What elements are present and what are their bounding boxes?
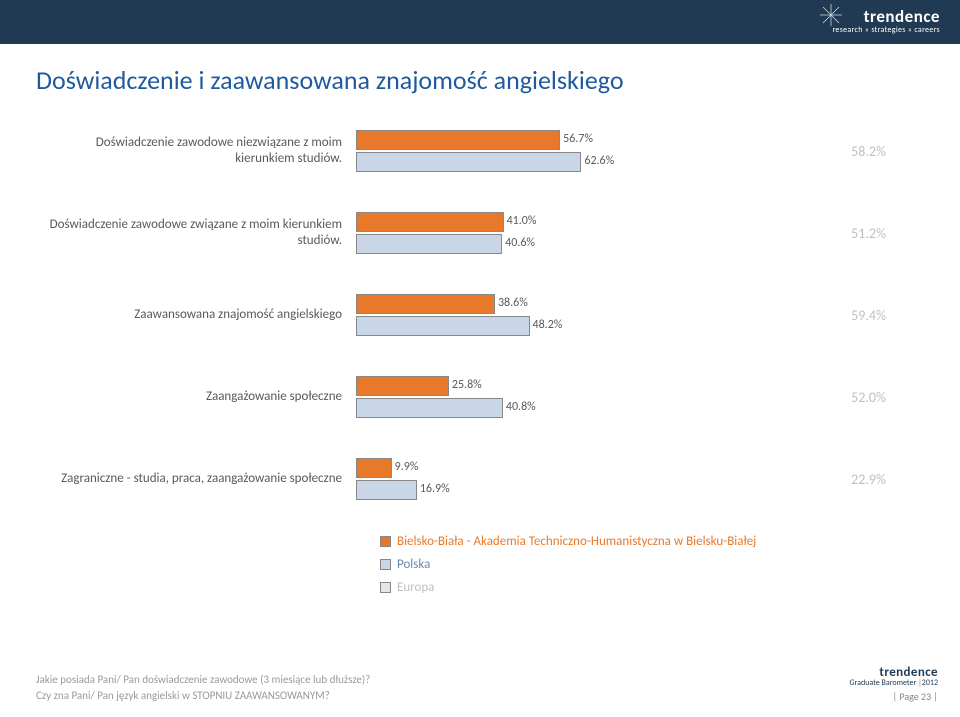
brand-logo: trendence research » strategies » career…	[832, 6, 940, 35]
footer-year: 2012	[922, 678, 938, 688]
row-label: Zaangażowanie społeczne	[36, 389, 356, 405]
bar-value-label: 40.6%	[505, 236, 547, 250]
bar-value-label: 9.9%	[395, 460, 437, 474]
bars-group: 25.8%40.8%	[356, 376, 716, 418]
bar-s2: 40.6%	[356, 234, 502, 254]
bar-s2: 62.6%	[356, 152, 581, 172]
europe-value: 58.2%	[716, 143, 886, 160]
bars-group: 9.9%16.9%	[356, 458, 716, 500]
bars-group: 56.7%62.6%	[356, 130, 716, 172]
brand-name: trendence	[832, 6, 940, 27]
footer-brand-tag: Graduate Barometer	[849, 678, 916, 688]
bar-value-label: 48.2%	[533, 318, 575, 332]
legend-label: Bielsko-Biała - Akademia Techniczno-Huma…	[397, 534, 756, 549]
row-label: Doświadczenie zawodowe związane z moim k…	[36, 217, 356, 250]
legend-item: Bielsko-Biała - Akademia Techniczno-Huma…	[380, 534, 756, 549]
europe-value: 52.0%	[716, 389, 886, 406]
legend-swatch	[380, 582, 391, 593]
bar-s1: 38.6%	[356, 294, 495, 314]
chart-row: Zagraniczne - studia, praca, zaangażowan…	[36, 458, 924, 500]
bar-s2: 16.9%	[356, 480, 417, 500]
chart-row: Doświadczenie zawodowe związane z moim k…	[36, 212, 924, 254]
row-label: Zagraniczne - studia, praca, zaangażowan…	[36, 471, 356, 487]
bar-s1: 41.0%	[356, 212, 504, 232]
chart-row: Doświadczenie zawodowe niezwiązane z moi…	[36, 130, 924, 172]
bars-group: 38.6%48.2%	[356, 294, 716, 336]
europe-value: 59.4%	[716, 307, 886, 324]
legend-label: Polska	[397, 557, 430, 572]
legend-item: Polska	[380, 557, 756, 572]
bar-value-label: 62.6%	[584, 154, 626, 168]
header-band	[0, 0, 960, 44]
bar-chart: Doświadczenie zawodowe niezwiązane z moi…	[36, 130, 924, 540]
bar-value-label: 56.7%	[563, 132, 605, 146]
footer-brand: trendence Graduate Barometer |2012 | Pag…	[849, 665, 938, 703]
bar-s1: 56.7%	[356, 130, 560, 150]
bar-value-label: 16.9%	[420, 482, 462, 496]
bar-value-label: 38.6%	[498, 296, 540, 310]
bar-value-label: 25.8%	[452, 378, 494, 392]
row-label: Zaawansowana znajomość angielskiego	[36, 307, 356, 323]
chart-row: Zaawansowana znajomość angielskiego38.6%…	[36, 294, 924, 336]
footer-question-2: Czy zna Pani/ Pan język angielski w STOP…	[36, 688, 370, 703]
bar-s2: 48.2%	[356, 316, 530, 336]
page-number: | Page 23 |	[849, 690, 938, 703]
row-label: Doświadczenie zawodowe niezwiązane z moi…	[36, 135, 356, 168]
legend-item: Europa	[380, 580, 756, 595]
chart-legend: Bielsko-Biała - Akademia Techniczno-Huma…	[380, 534, 756, 603]
bar-s1: 25.8%	[356, 376, 449, 396]
legend-label: Europa	[397, 580, 434, 595]
footer-question-1: Jakie posiada Pani/ Pan doświadczenie za…	[36, 672, 370, 687]
bar-s1: 9.9%	[356, 458, 392, 478]
page-title: Doświadczenie i zaawansowana znajomość a…	[36, 64, 624, 96]
footer-questions: Jakie posiada Pani/ Pan doświadczenie za…	[36, 672, 370, 703]
bar-s2: 40.8%	[356, 398, 503, 418]
europe-value: 51.2%	[716, 225, 886, 242]
brand-tagline: research » strategies » careers	[832, 25, 940, 35]
bar-value-label: 40.8%	[506, 400, 548, 414]
legend-swatch	[380, 536, 391, 547]
europe-value: 22.9%	[716, 471, 886, 488]
bar-value-label: 41.0%	[507, 214, 549, 228]
chart-row: Zaangażowanie społeczne25.8%40.8%52.0%	[36, 376, 924, 418]
legend-swatch	[380, 559, 391, 570]
bars-group: 41.0%40.6%	[356, 212, 716, 254]
